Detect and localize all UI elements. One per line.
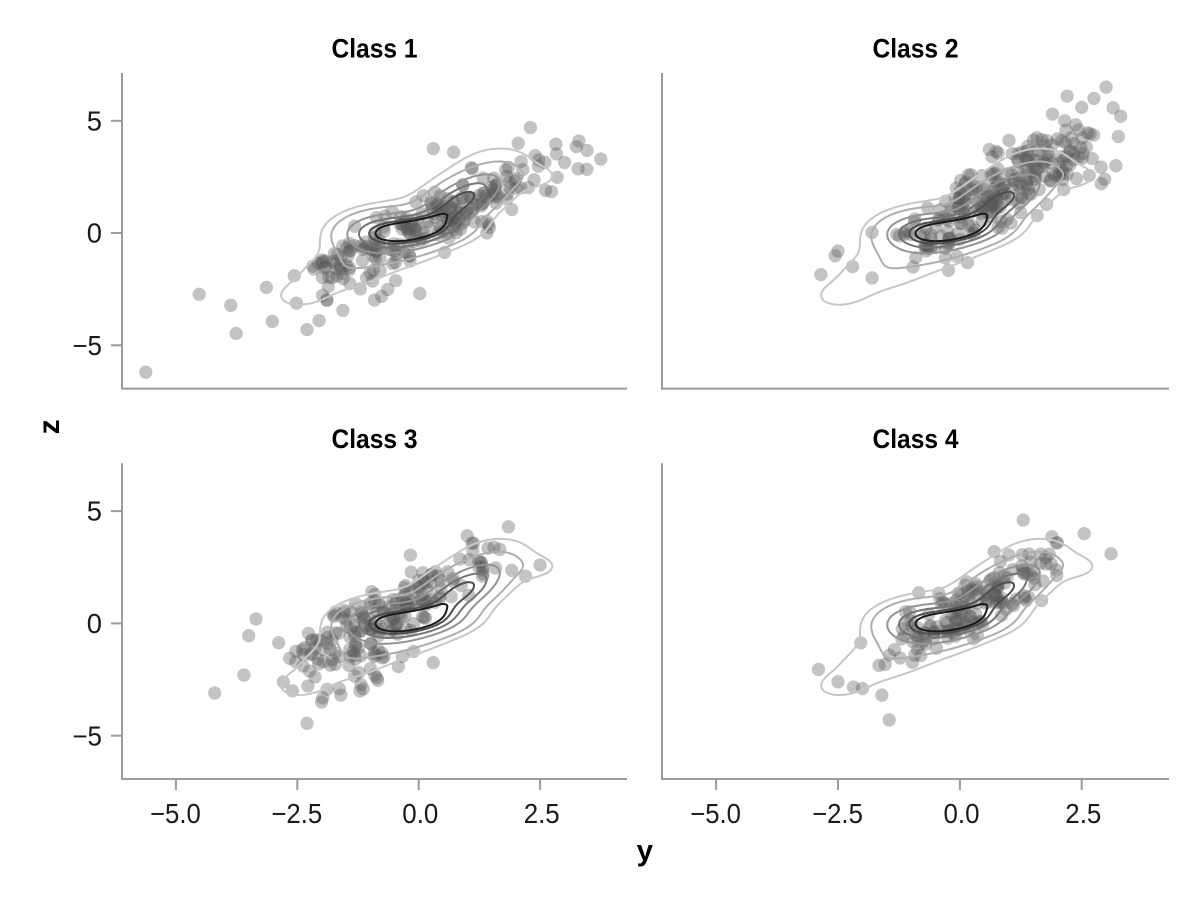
- svg-text:−5.0: −5.0: [150, 798, 201, 829]
- svg-text:−2.5: −2.5: [812, 798, 863, 829]
- svg-text:5: 5: [87, 105, 102, 136]
- svg-text:Class 3: Class 3: [332, 424, 418, 454]
- svg-text:−5: −5: [72, 720, 102, 751]
- svg-text:Class 4: Class 4: [873, 424, 959, 454]
- svg-text:2.5: 2.5: [524, 798, 560, 829]
- svg-text:0: 0: [87, 608, 102, 639]
- svg-text:−5: −5: [72, 330, 102, 361]
- svg-text:−5.0: −5.0: [690, 798, 741, 829]
- svg-text:y: y: [637, 835, 654, 868]
- svg-text:5: 5: [87, 496, 102, 527]
- svg-text:Class 1: Class 1: [332, 34, 418, 64]
- svg-text:0: 0: [87, 218, 102, 249]
- svg-text:0.0: 0.0: [402, 798, 438, 829]
- svg-text:−2.5: −2.5: [271, 798, 322, 829]
- svg-text:Class 2: Class 2: [873, 34, 959, 64]
- svg-text:2.5: 2.5: [1065, 798, 1101, 829]
- svg-text:z: z: [33, 419, 66, 434]
- svg-text:0.0: 0.0: [944, 798, 980, 829]
